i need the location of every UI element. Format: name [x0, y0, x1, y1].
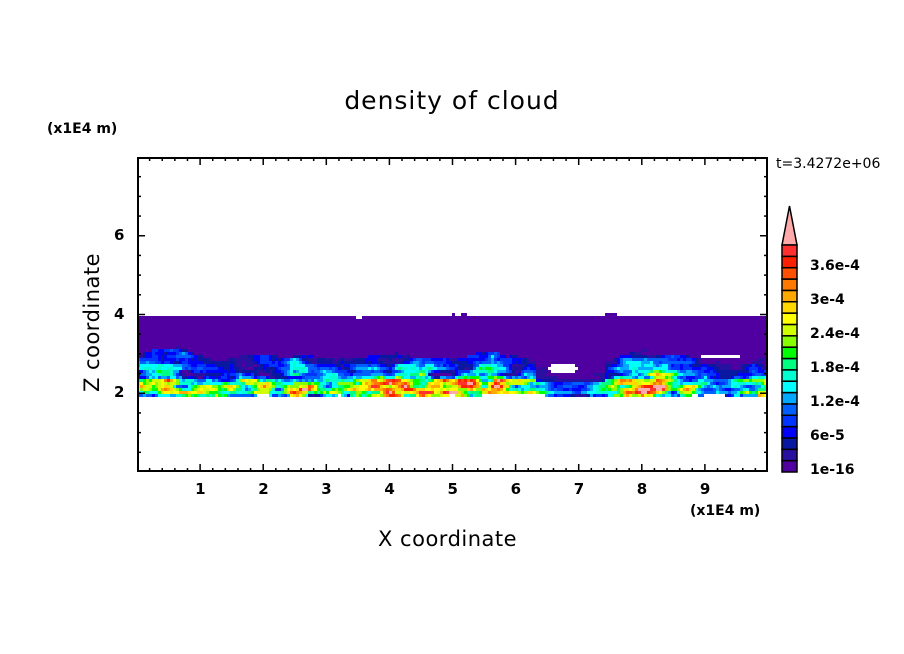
- colorbar-label: 3e-4: [810, 291, 845, 308]
- contour-field: [137, 157, 768, 472]
- colorbar-box: [781, 459, 798, 473]
- x-tick-label: 2: [258, 480, 269, 498]
- axes-frame: [137, 157, 768, 472]
- colorbar-box: [781, 403, 798, 416]
- chart-title: density of cloud: [344, 86, 560, 115]
- colorbar-box: [781, 391, 798, 405]
- colorbar-box: [781, 369, 798, 382]
- colorbar-box: [781, 244, 798, 258]
- y-axis-unit: (x1E4 m): [47, 121, 118, 137]
- colorbar-box: [781, 266, 798, 280]
- plot-area: [137, 157, 768, 472]
- colorbar-label: 1.2e-4: [810, 393, 860, 410]
- colorbar-extend-triangle: [781, 205, 798, 246]
- x-tick-label: 8: [636, 480, 648, 498]
- colorbar-box: [781, 437, 798, 451]
- x-tick-label: 4: [384, 480, 395, 498]
- colorbar-box: [781, 414, 798, 428]
- colorbar-box: [781, 255, 798, 269]
- colorbar-label: 3.6e-4: [810, 257, 860, 274]
- plot-frame: [137, 157, 768, 472]
- colorbar-box: [781, 335, 798, 348]
- x-tick-label: 5: [447, 480, 458, 498]
- x-tick-label: 3: [321, 480, 332, 498]
- colorbar-label: 6e-5: [810, 427, 845, 444]
- colorbar-box: [781, 448, 798, 462]
- colorbar-box: [781, 301, 798, 314]
- x-tick-label: 7: [573, 480, 585, 498]
- colorbar-box: [781, 380, 798, 394]
- colorbar-box: [781, 357, 798, 371]
- colorbar-box: [781, 346, 798, 360]
- x-tick-label: 6: [510, 480, 522, 498]
- time-label: t=3.4272e+06: [776, 156, 881, 172]
- colorbar-box: [781, 312, 798, 326]
- colorbar-box: [781, 323, 798, 337]
- colorbar-box: [781, 425, 798, 439]
- y-tick-label: 4: [114, 304, 125, 323]
- x-axis-unit: (x1E4 m): [690, 503, 761, 519]
- colorbar-box: [781, 278, 798, 292]
- colorbar-label: 2.4e-4: [810, 325, 860, 342]
- y-tick-label: 6: [114, 225, 125, 244]
- x-tick-label: 1: [195, 480, 206, 498]
- y-tick-label: 2: [114, 383, 125, 402]
- y-axis-label: Z coordinate: [80, 252, 104, 392]
- colorbar-label: 1.8e-4: [810, 359, 860, 376]
- colorbar-box: [781, 289, 798, 303]
- x-axis-label: X coordinate: [378, 527, 518, 551]
- colorbar-label: 1e-16: [810, 462, 855, 478]
- x-tick-label: 9: [699, 480, 711, 498]
- colorbar: [781, 205, 798, 473]
